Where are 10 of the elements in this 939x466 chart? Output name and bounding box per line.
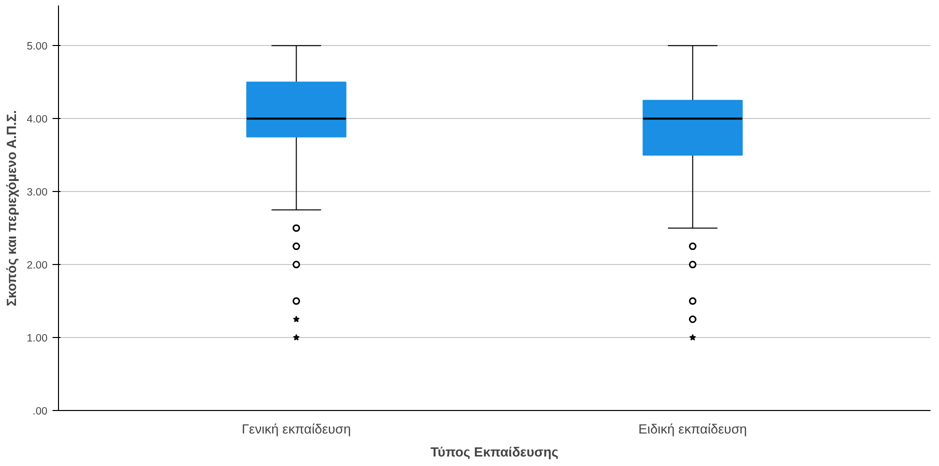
y-tick-label: 5.00 [26, 40, 48, 53]
y-tick-label: 3.00 [26, 186, 48, 199]
y-axis-title: Σκοπός και περιεχόμενο Α.Π.Σ. [4, 110, 19, 306]
x-tick-label: Γενική εκπαίδευση [242, 422, 351, 436]
y-tick-label: 1.00 [26, 332, 48, 345]
y-tick-label: 4.00 [26, 114, 48, 126]
y-tick-label: 2.00 [26, 260, 48, 272]
y-tick-label: .00 [32, 406, 48, 418]
x-axis-title: Τύπος Εκπαίδευσης [430, 444, 559, 460]
x-tick-label: Ειδική εκπαίδευση [638, 422, 747, 436]
